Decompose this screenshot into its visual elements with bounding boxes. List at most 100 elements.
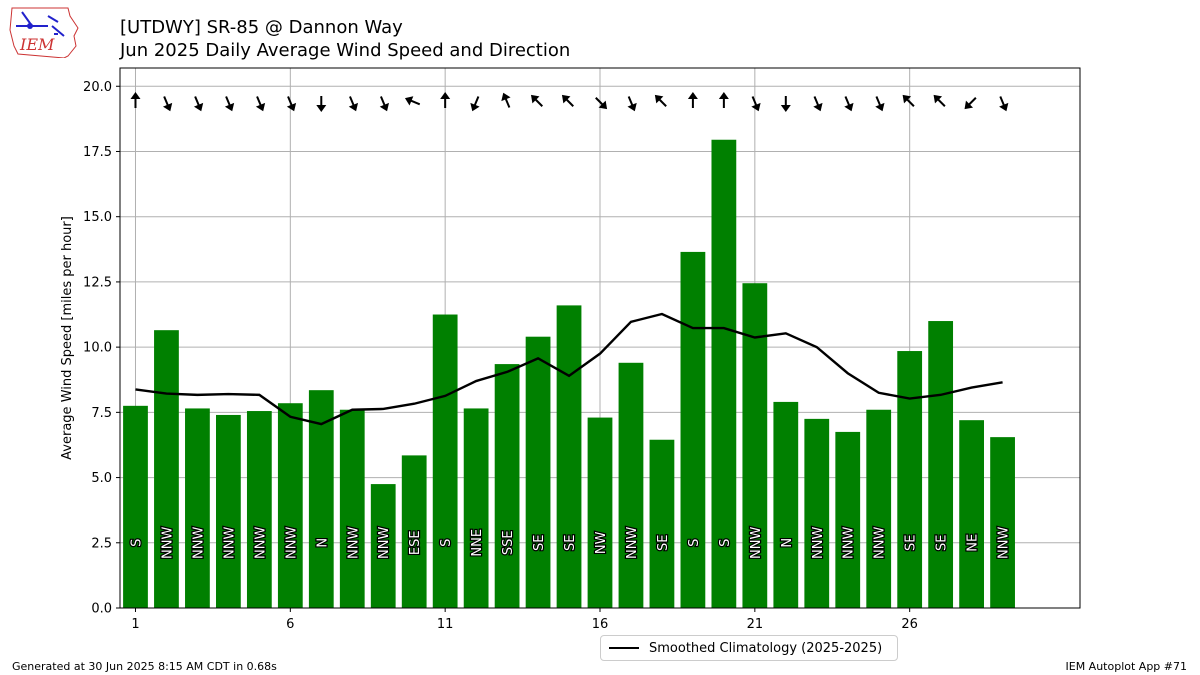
wind-arrow-head <box>813 102 823 112</box>
chart-title: [UTDWY] SR-85 @ Dannon Way <box>120 17 403 38</box>
wind-arrow <box>130 92 141 108</box>
bar <box>618 362 644 608</box>
wind-arrow-head <box>404 96 414 106</box>
y-axis-label: Average Wind Speed [miles per hour] <box>60 216 75 460</box>
wind-arrow-head <box>718 92 729 99</box>
axis-ticks: 0.02.55.07.510.012.515.017.520.01 6 11 16 21… <box>83 80 918 632</box>
direction-label: SE <box>656 535 671 551</box>
wind-arrow <box>224 96 235 112</box>
wind-arrow-head <box>530 94 540 104</box>
direction-label: SE <box>904 535 919 551</box>
direction-label: N <box>780 538 795 548</box>
y-tick-label: 15.0 <box>83 210 112 225</box>
iem-logo-text: IEM <box>19 35 55 54</box>
x-tick-label: 1 <box>131 617 139 632</box>
climatology-line <box>135 312 1003 426</box>
bar <box>990 437 1015 608</box>
wind-arrow-head <box>286 102 297 112</box>
direction-labels: S NNW NNW NNW NNW NNW N NNW NNW ESE S NNE SSE SE SE NW N… <box>128 525 1012 560</box>
bar <box>680 251 706 609</box>
wind-arrow-head <box>964 100 974 110</box>
direction-label: NNW <box>749 526 764 558</box>
direction-label: SSE <box>501 530 516 555</box>
iem-logo: IEM <box>9 7 79 58</box>
bar <box>556 305 582 608</box>
footer-app: IEM Autoplot App #71 <box>1065 660 1188 673</box>
wind-arrow-head <box>687 92 698 99</box>
wind-arrow-head <box>316 105 327 112</box>
wind-arrow <box>687 92 698 108</box>
bar <box>711 139 737 608</box>
footer-generated: Generated at 30 Jun 2025 8:15 AM CDT in … <box>12 660 277 673</box>
direction-label: SE <box>532 535 547 551</box>
wind-arrow <box>561 94 574 107</box>
wind-arrow-head <box>999 102 1009 112</box>
x-tick-label: 21 <box>747 617 764 632</box>
bars <box>123 139 1015 609</box>
x-tick-label: 6 <box>286 617 294 632</box>
wind-arrow <box>627 96 637 112</box>
x-tick-label: 11 <box>437 617 454 632</box>
wind-arrow <box>501 92 511 108</box>
bar <box>216 414 241 608</box>
y-tick-label: 7.5 <box>91 406 112 421</box>
bar <box>154 330 179 608</box>
wind-arrow-head <box>193 102 204 112</box>
bar <box>804 418 830 608</box>
wind-arrow <box>348 96 359 112</box>
bar <box>123 405 148 608</box>
wind-arrow <box>751 96 761 112</box>
wind-arrow-head <box>470 102 480 112</box>
bar <box>959 420 984 608</box>
direction-label: S <box>687 539 702 547</box>
wind-arrow <box>875 96 885 112</box>
wind-arrow <box>255 96 266 112</box>
wind-arrow-head <box>933 94 943 104</box>
chart-subtitle: Jun 2025 Daily Average Wind Speed and Di… <box>120 40 571 61</box>
wind-arrow-head <box>130 92 141 99</box>
x-tick-label: 16 <box>592 617 609 632</box>
bar <box>835 431 861 608</box>
wind-arrow <box>654 94 667 107</box>
direction-label: SE <box>563 535 578 551</box>
wind-arrow-head <box>224 102 235 112</box>
bar <box>339 409 365 608</box>
direction-label: NNE <box>470 529 485 557</box>
wind-arrow-head <box>379 102 389 112</box>
wind-arrow <box>844 96 854 112</box>
y-tick-label: 10.0 <box>83 341 112 356</box>
direction-label: NW <box>594 531 609 554</box>
y-tick-label: 12.5 <box>83 275 112 290</box>
direction-label: NNW <box>625 526 640 558</box>
bar <box>773 401 799 608</box>
direction-label: S <box>439 539 454 547</box>
wind-arrow <box>780 96 791 112</box>
wind-arrow <box>440 92 451 108</box>
direction-label: NNW <box>842 526 857 558</box>
x-tick-label: 26 <box>901 617 918 632</box>
wind-arrow <box>530 94 544 107</box>
direction-label: NNW <box>346 526 361 558</box>
bar <box>185 408 210 608</box>
wind-arrow <box>316 96 327 112</box>
wind-arrow-head <box>875 102 885 112</box>
wind-arrow-head <box>162 102 173 112</box>
wind-arrow-head <box>751 102 761 112</box>
wind-arrow-head <box>561 94 571 104</box>
direction-label: NNW <box>253 526 268 558</box>
y-tick-label: 17.5 <box>83 145 112 160</box>
direction-label: NNW <box>222 526 237 558</box>
y-tick-label: 2.5 <box>91 536 112 551</box>
bar <box>432 314 458 608</box>
wind-arrow-head <box>348 102 359 112</box>
wind-arrow <box>404 96 421 106</box>
wind-arrow-head <box>440 92 451 99</box>
wind-arrow-head <box>780 105 791 112</box>
direction-label: NE <box>966 534 981 552</box>
legend-label: Smoothed Climatology (2025-2025) <box>649 640 883 656</box>
wind-arrow-head <box>501 92 511 102</box>
direction-label: NNW <box>811 526 826 558</box>
bar <box>649 439 675 608</box>
direction-label: S <box>129 539 144 547</box>
wind-arrow <box>964 97 977 110</box>
